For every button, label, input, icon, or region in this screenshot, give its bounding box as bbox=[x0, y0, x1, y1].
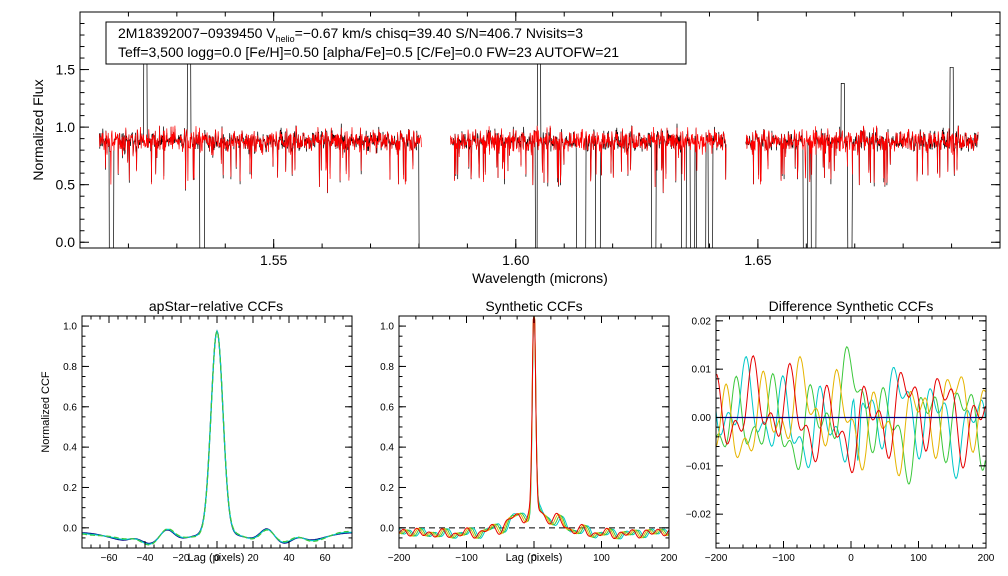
annotation-line-2: Teff=3,500 logg=0.0 [Fe/H]=0.50 [alpha/F… bbox=[118, 44, 619, 60]
spectrum-ytick-label: 1.0 bbox=[56, 119, 76, 135]
difference-ccf-lines bbox=[715, 346, 986, 485]
apstar-ccf-xtick-label: −60 bbox=[101, 553, 118, 564]
spectrum-frame bbox=[79, 11, 1001, 249]
spectrum-panel: 1.55 1.60 1.65 0.0 0.5 1.0 1.5 Wavelength (mic… bbox=[30, 11, 1001, 286]
spectrum-annotation-box: 2M18392007−0939450 Vhelio=−0.67 km/s chi… bbox=[105, 21, 687, 65]
difference-ccf-ticks: −200 −100 0 100 200 −0.02 −0.01 0.00 0.01 0.02 bbox=[686, 316, 995, 564]
apstar-ccf-ytick-label: 1.0 bbox=[63, 322, 77, 333]
spectrum-ytick-label: 1.5 bbox=[56, 61, 76, 77]
model-spectrum-line bbox=[450, 125, 727, 193]
apstar-ccf-frame bbox=[81, 315, 353, 549]
spectrum-xtick-label: 1.55 bbox=[260, 252, 287, 268]
synthetic-ccf-xtick-label: −100 bbox=[455, 553, 478, 564]
annotation-stats: =−0.67 km/s chisq=39.40 S/N=406.7 Nvisit… bbox=[295, 25, 584, 41]
difference-ccf-ytick-label: 0.00 bbox=[692, 413, 712, 424]
synthetic-ccf-visit-2-line bbox=[398, 315, 670, 540]
synthetic-ccf-xtick-label: 100 bbox=[593, 553, 610, 564]
apstar-ccf-visit-1-line bbox=[82, 329, 352, 544]
apstar-ccf-visit-2-line bbox=[81, 329, 352, 545]
model-spectrum-line bbox=[99, 125, 422, 193]
apstar-ccf-ytick-label: 0.0 bbox=[63, 523, 77, 534]
synthetic-ccf-xtick-label: 0 bbox=[531, 553, 537, 564]
apstar-ccf-xtick-label: 40 bbox=[283, 553, 295, 564]
difference-ccf-visit-3-line bbox=[715, 355, 986, 477]
difference-ccf-visit-1-line bbox=[715, 356, 986, 480]
synthetic-ccf-ticks: −200 −100 0 100 200 0.0 0.2 0.4 0.6 0.8 1.0 bbox=[380, 316, 678, 564]
apstar-ccf-xtick-label: 20 bbox=[247, 553, 259, 564]
difference-ccf-xtick-label: 100 bbox=[910, 553, 927, 564]
difference-ccf-ytick-label: −0.02 bbox=[686, 510, 712, 521]
spectrum-ticks: 1.55 1.60 1.65 0.0 0.5 1.0 1.5 bbox=[56, 12, 1000, 268]
spectrum-xtick-label: 1.65 bbox=[744, 252, 771, 268]
apstar-ccf-title: apStar−relative CCFs bbox=[149, 298, 283, 314]
spectrum-ylabel: Normalized Flux bbox=[30, 79, 46, 180]
synthetic-ccf-lines bbox=[398, 315, 670, 540]
synthetic-ccf-ytick-label: 0.8 bbox=[380, 362, 394, 373]
apstar-ccf-xtick-label: 60 bbox=[319, 553, 331, 564]
annotation-object-velocity: 2M18392007−0939450 V bbox=[118, 25, 276, 41]
apstar-ccf-visit-3-line bbox=[81, 329, 353, 546]
apstar-ccf-xtick-label: −20 bbox=[173, 553, 190, 564]
apstar-ccf-ytick-label: 0.8 bbox=[63, 362, 77, 373]
synthetic-ccf-ytick-label: 0.2 bbox=[380, 483, 394, 494]
synthetic-ccf-xlabel: Lag (pixels) bbox=[506, 552, 563, 564]
apstar-ccf-ytick-label: 0.2 bbox=[63, 483, 77, 494]
apstar-ccf-ytick-label: 0.4 bbox=[63, 443, 77, 454]
apstar-ccf-ylabel: Normalized CCF bbox=[40, 371, 52, 453]
apstar-ccf-ytick-label: 0.6 bbox=[63, 402, 77, 413]
difference-ccf-xtick-label: −200 bbox=[705, 553, 728, 564]
synthetic-ccf-panel: Synthetic CCFs −200 −100 0 100 200 0.0 0.2 0.4 0… bbox=[380, 298, 678, 564]
synthetic-ccf-ytick-label: 0.0 bbox=[380, 523, 394, 534]
difference-ccf-title: Difference Synthetic CCFs bbox=[769, 298, 934, 314]
difference-ccf-ytick-label: −0.01 bbox=[686, 461, 712, 472]
annotation-line-1: 2M18392007−0939450 Vhelio=−0.67 km/s chi… bbox=[118, 25, 583, 44]
difference-ccf-frame bbox=[715, 315, 987, 549]
spectrum-ytick-label: 0.5 bbox=[56, 177, 76, 193]
synthetic-ccf-visit-3-line bbox=[398, 315, 670, 540]
synthetic-ccf-ytick-label: 1.0 bbox=[380, 322, 394, 333]
synthetic-ccf-ytick-label: 0.6 bbox=[380, 402, 394, 413]
spectrum-xtick-label: 1.60 bbox=[502, 252, 529, 268]
difference-ccf-xtick-label: −100 bbox=[772, 553, 795, 564]
difference-ccf-xtick-label: 0 bbox=[848, 553, 854, 564]
difference-ccf-visit-4-line bbox=[715, 355, 986, 474]
model-spectrum-line bbox=[745, 125, 979, 186]
annotation-subscript: helio bbox=[276, 34, 295, 44]
difference-ccf-ytick-label: 0.02 bbox=[692, 316, 712, 327]
apstar-ccf-lines bbox=[81, 329, 353, 546]
synthetic-ccf-ytick-label: 0.4 bbox=[380, 443, 394, 454]
synthetic-ccf-xtick-label: −200 bbox=[388, 553, 411, 564]
synthetic-ccf-visit-4-line bbox=[398, 315, 670, 540]
difference-ccf-panel: Difference Synthetic CCFs −200 −100 0 100 20… bbox=[686, 298, 995, 564]
annotation-frame bbox=[105, 21, 687, 65]
apstar-ccf-xlabel: Lag (pixels) bbox=[188, 552, 245, 564]
synthetic-ccf-frame bbox=[398, 315, 670, 549]
difference-ccf-xtick-label: 200 bbox=[978, 553, 995, 564]
synthetic-ccf-title: Synthetic CCFs bbox=[485, 298, 582, 314]
apstar-ccf-xtick-label: 0 bbox=[214, 553, 220, 564]
spectrum-lines bbox=[99, 40, 979, 249]
spectrum-ytick-label: 0.0 bbox=[56, 234, 76, 250]
synthetic-ccf-xtick-label: 200 bbox=[661, 553, 678, 564]
apstar-ccf-panel: apStar−relative CCFs −60 −40 −20 0 20 40 60 0.0… bbox=[40, 298, 353, 564]
spectrum-xlabel: Wavelength (microns) bbox=[472, 270, 608, 286]
apstar-ccf-xtick-label: −40 bbox=[137, 553, 154, 564]
synthetic-ccf-visit-1-line bbox=[398, 315, 670, 540]
difference-ccf-ytick-label: 0.01 bbox=[692, 365, 712, 376]
apstar-ccf-ticks: −60 −40 −20 0 20 40 60 0.0 0.2 0.4 0.6 0.8 1.0 bbox=[63, 316, 353, 564]
